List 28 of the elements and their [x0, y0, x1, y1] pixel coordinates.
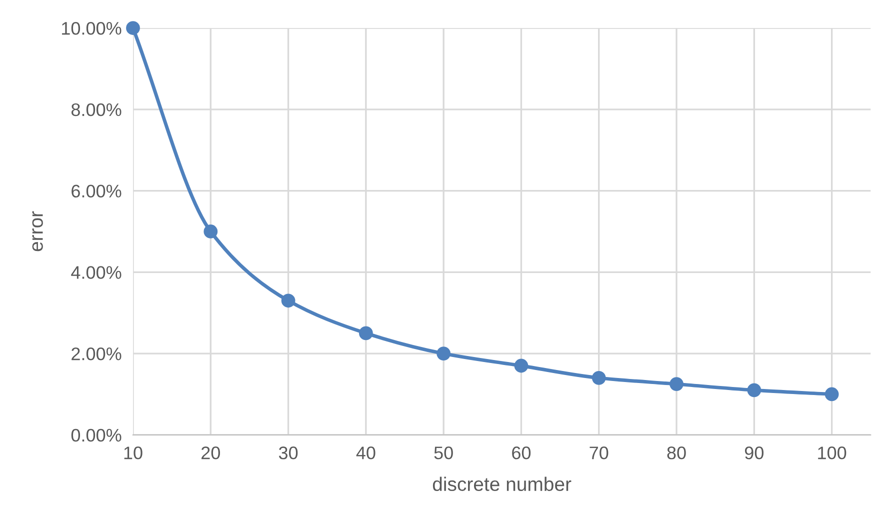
point	[514, 358, 528, 373]
point	[281, 294, 296, 308]
point	[436, 346, 451, 360]
point	[126, 21, 140, 35]
x-tick-label: 100	[818, 446, 846, 460]
x-tick-label: 70	[590, 446, 608, 460]
y-tick-label: 4.00%	[71, 266, 122, 279]
x-tick-label: 90	[744, 446, 764, 460]
y-tick-label: 2.00%	[72, 347, 122, 360]
point	[670, 377, 684, 392]
y-tick-label: 6.00%	[72, 184, 122, 198]
y-tick-label: 10.00%	[62, 22, 122, 35]
x-tick-label: 50	[434, 446, 453, 460]
y-tick-label: 8.00%	[71, 103, 122, 116]
y-tick-label: 0.00%	[71, 428, 122, 442]
point	[592, 371, 606, 385]
point	[747, 383, 762, 398]
point	[204, 224, 218, 238]
point	[358, 326, 373, 340]
x-tick-label: 30	[278, 446, 298, 460]
x-tick-label: 80	[667, 446, 686, 460]
point	[824, 387, 839, 402]
x-axis-title: discrete number	[432, 476, 572, 492]
x-tick-label: 60	[512, 446, 531, 460]
y-axis-title: error	[32, 211, 43, 252]
x-tick-label: 10	[124, 446, 142, 460]
x-tick-label: 20	[202, 446, 220, 460]
x-tick-label: 40	[356, 446, 376, 460]
